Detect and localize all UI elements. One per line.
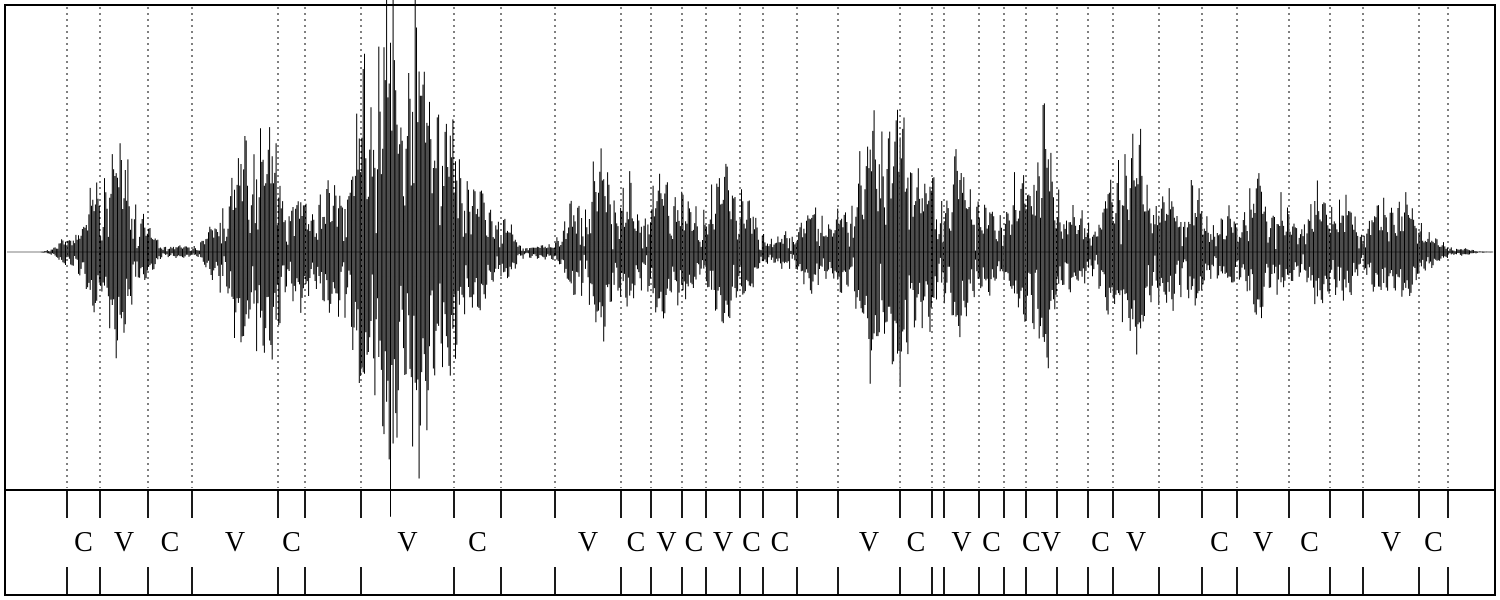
- figure-container: CVCVCVCVCVCVCCVCVCCVCVCVCVC: [0, 0, 1500, 600]
- waveform-svg: [0, 0, 1500, 600]
